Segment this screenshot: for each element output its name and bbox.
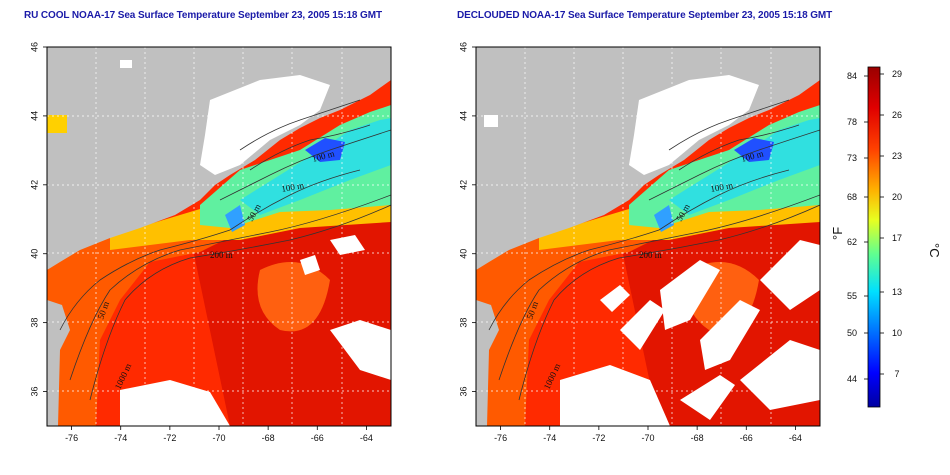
contour-label: 200 m xyxy=(639,250,662,260)
cold-patch-blue xyxy=(305,138,345,162)
lat-tick-label: 40 xyxy=(458,249,468,259)
lon-tick-label: -74 xyxy=(114,433,127,443)
f-tick-label: 78 xyxy=(847,117,857,127)
lat-tick-label: 40 xyxy=(29,249,39,259)
contour-label: 200 m xyxy=(210,250,233,260)
colorbar-ticks: 84 78 73 68 62 55 50 44 29 26 23 20 17 13 10 7 xyxy=(847,69,902,384)
c-tick-label: 20 xyxy=(892,192,902,202)
fahrenheit-unit-label: °F xyxy=(830,227,845,240)
right-map-panel: 100 m 100 m 50 m 200 m 50 m 1000 m -76 -7… xyxy=(458,42,821,443)
right-map-axes: -76 -74 -72 -70 -68 -66 -64 36 38 40 42 44 46 xyxy=(458,42,802,443)
lon-tick-label: -70 xyxy=(212,433,225,443)
f-tick-label: 55 xyxy=(847,291,857,301)
masked-cloud-streaks xyxy=(560,240,820,426)
left-map-panel: 100 m 100 m 50 m 200 m 50 m 1000 m -76 -7… xyxy=(29,42,392,443)
lon-tick-label: -72 xyxy=(163,433,176,443)
cold-patch-cape xyxy=(225,205,245,232)
offshore-cloud-south xyxy=(120,380,230,426)
f-tick-label: 68 xyxy=(847,192,857,202)
right-map-title: DECLOUDED NOAA-17 Sea Surface Temperatur… xyxy=(457,10,833,21)
lon-tick-label: -72 xyxy=(592,433,605,443)
warm-inland-patch xyxy=(47,115,67,133)
cloud-patch xyxy=(330,235,365,255)
lat-tick-label: 44 xyxy=(458,111,468,121)
left-map-title: RU COOL NOAA-17 Sea Surface Temperature … xyxy=(24,10,382,21)
c-tick-label: 17 xyxy=(892,233,902,243)
lat-tick-label: 36 xyxy=(458,387,468,397)
lon-tick-label: -66 xyxy=(740,433,753,443)
f-tick-label: 44 xyxy=(847,374,857,384)
f-tick-label: 73 xyxy=(847,153,857,163)
lat-tick-label: 42 xyxy=(29,180,39,190)
c-tick-label: 7 xyxy=(894,369,899,379)
f-tick-label: 50 xyxy=(847,328,857,338)
shelf-front-yellow xyxy=(539,200,820,250)
lon-tick-label: -74 xyxy=(543,433,556,443)
f-tick-label: 62 xyxy=(847,237,857,247)
celsius-unit-label: °C xyxy=(927,243,942,258)
cold-patch-cape xyxy=(654,205,674,232)
cloud-patch xyxy=(300,255,320,275)
lon-tick-label: -76 xyxy=(494,433,507,443)
lat-tick-label: 36 xyxy=(29,387,39,397)
land-mass-south xyxy=(47,300,70,426)
lat-tick-label: 38 xyxy=(29,318,39,328)
coastal-cloud-area xyxy=(200,75,330,175)
bathymetry-contours xyxy=(59,99,391,401)
offshore-cloud-east xyxy=(330,320,391,380)
graticule xyxy=(47,47,391,426)
c-tick-label: 26 xyxy=(892,110,902,120)
lon-tick-label: -66 xyxy=(311,433,324,443)
lon-tick-label: -76 xyxy=(65,433,78,443)
lon-tick-label: -70 xyxy=(641,433,654,443)
warm-eddy xyxy=(257,262,330,332)
shelf-water-orange xyxy=(476,222,669,426)
cloud-patch xyxy=(120,60,132,68)
contour-label: 100 m xyxy=(710,180,734,194)
shelf-water-orange xyxy=(47,222,240,426)
bathymetry-contours xyxy=(488,99,820,401)
f-tick-label: 84 xyxy=(847,71,857,81)
cold-patch-blue xyxy=(734,138,774,162)
lon-tick-label: -64 xyxy=(360,433,373,443)
lat-tick-label: 42 xyxy=(458,180,468,190)
land-mass-south xyxy=(476,300,499,426)
colorbar-gradient xyxy=(867,66,881,408)
c-tick-label: 29 xyxy=(892,69,902,79)
lat-tick-label: 46 xyxy=(458,42,468,52)
cloud-patch xyxy=(484,115,498,127)
contour-label: 100 m xyxy=(281,180,305,194)
lat-tick-label: 44 xyxy=(29,111,39,121)
c-tick-label: 23 xyxy=(892,151,902,161)
left-map-axes: -76 -74 -72 -70 -68 -66 -64 36 38 40 42 44 46 xyxy=(29,42,373,443)
lon-tick-label: -64 xyxy=(789,433,802,443)
coastal-cloud-area xyxy=(629,75,759,175)
shelf-front-yellow xyxy=(110,200,391,250)
lon-tick-label: -68 xyxy=(262,433,275,443)
lon-tick-label: -68 xyxy=(691,433,704,443)
c-tick-label: 10 xyxy=(892,328,902,338)
lat-tick-label: 38 xyxy=(458,318,468,328)
temperature-colorbar: 84 78 73 68 62 55 50 44 29 26 23 20 17 13 10 7 °F °C xyxy=(830,66,942,408)
c-tick-label: 13 xyxy=(892,287,902,297)
lat-tick-label: 46 xyxy=(29,42,39,52)
